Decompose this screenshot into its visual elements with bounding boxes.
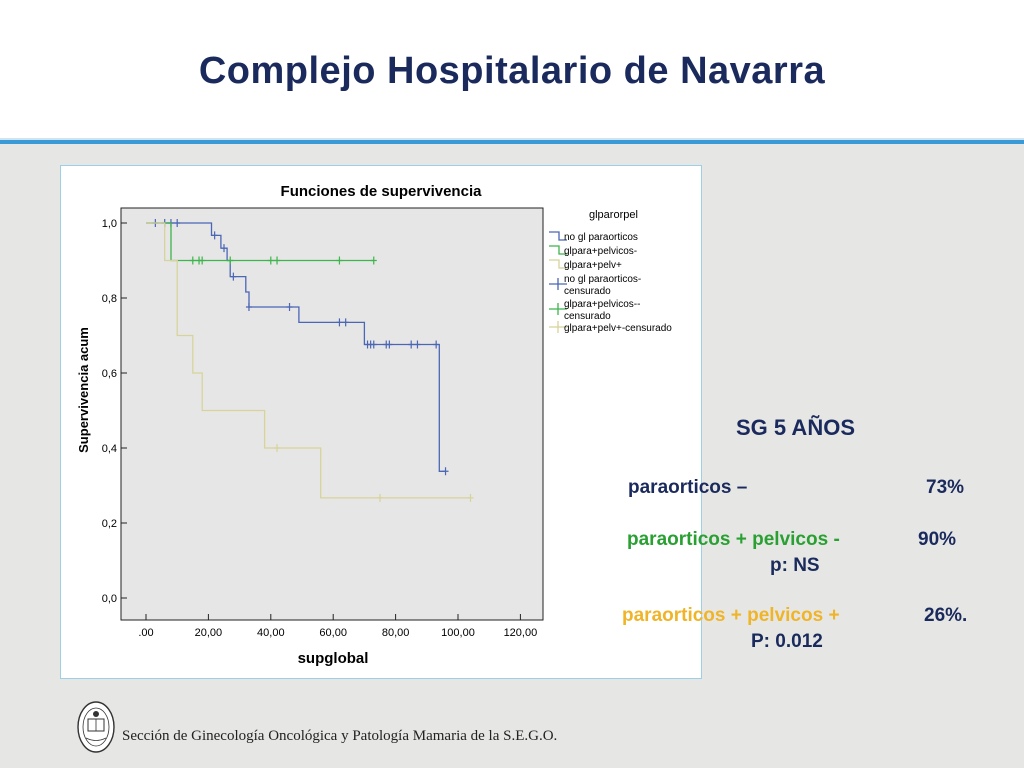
x-tick-label: 120,00 xyxy=(504,627,538,639)
x-tick-label: 20,00 xyxy=(195,627,223,639)
stats-row2-value: 90% xyxy=(918,529,957,550)
legend-swatch-6 xyxy=(549,321,567,333)
chart-xlabel: supglobal xyxy=(298,650,369,667)
censor-mark xyxy=(408,340,415,349)
x-tick-label: .00 xyxy=(138,627,153,639)
censor-mark xyxy=(274,256,281,265)
censor-mark xyxy=(433,340,440,349)
stats-row3-value: 26%. xyxy=(924,605,968,626)
stats-row2-p: p: NS xyxy=(770,555,820,576)
legend-label-6: glpara+pelv+-censurado xyxy=(564,323,672,334)
page-title: Complejo Hospitalario de Navarra xyxy=(198,50,826,92)
legend-label-3: glpara+pelv+ xyxy=(564,260,622,271)
legend-label-1: no gl paraorticos xyxy=(564,232,638,243)
censor-mark xyxy=(174,219,181,227)
title-rule xyxy=(0,140,1024,144)
legend-swatch-2 xyxy=(549,245,567,255)
plot-area xyxy=(120,207,544,621)
censor-mark xyxy=(414,340,421,349)
legend-label-5: glpara+pelvicos-- xyxy=(564,299,640,310)
legend-swatch-1 xyxy=(549,231,567,241)
stats-row2-label: paraorticos + pelvicos - xyxy=(627,529,840,550)
survival-chart: Funciones de supervivencia Supervivencia… xyxy=(76,183,672,667)
censor-mark xyxy=(467,493,474,502)
legend-label-2: glpara+pelvicos- xyxy=(564,246,637,257)
censor-mark xyxy=(336,318,343,327)
censor-mark xyxy=(377,493,383,502)
stats-heading: SG 5 AÑOS xyxy=(736,415,855,440)
censor-mark xyxy=(211,231,218,240)
x-tick-label: 100,00 xyxy=(441,627,475,639)
legend-swatch-3 xyxy=(549,259,567,269)
censor-mark xyxy=(189,256,196,265)
censor-mark xyxy=(342,318,349,327)
censor-mark xyxy=(274,444,281,452)
stats-row3-p: P: 0.012 xyxy=(751,631,823,652)
series-line-1 xyxy=(146,222,446,472)
stats-row1-label: paraorticos – xyxy=(628,477,748,498)
y-tick-label: 0,8 xyxy=(102,293,117,305)
censor-mark xyxy=(386,340,393,349)
censor-mark xyxy=(221,244,227,253)
censor-mark xyxy=(227,256,234,265)
y-tick-label: 1,0 xyxy=(102,218,117,230)
stats-row1-value: 73% xyxy=(926,477,965,498)
legend-title: glparorpel xyxy=(589,209,638,221)
y-tick-label: 0,0 xyxy=(102,593,117,605)
y-tick-label: 0,2 xyxy=(102,518,117,530)
censor-mark xyxy=(370,340,377,349)
series-line-3 xyxy=(146,222,471,499)
x-tick-label: 60,00 xyxy=(319,627,347,639)
censor-mark xyxy=(267,256,274,265)
censor-mark xyxy=(199,256,206,265)
censor-mark xyxy=(230,272,237,281)
legend-swatch-4 xyxy=(549,278,567,290)
censor-mark xyxy=(286,303,293,311)
legend-label-4: no gl paraorticos- xyxy=(564,274,641,285)
y-tick-label: 0,6 xyxy=(102,368,117,380)
header: Complejo Hospitalario de Navarra xyxy=(0,0,1024,138)
censor-mark xyxy=(245,303,252,311)
x-tick-label: 40,00 xyxy=(257,627,285,639)
censor-mark xyxy=(336,256,343,265)
chart-ylabel: Supervivencia acum xyxy=(76,327,91,453)
legend-label-5: censurado xyxy=(564,311,611,322)
censor-mark xyxy=(442,467,449,476)
chart-title: Funciones de supervivencia xyxy=(281,183,483,200)
stats-row3-label: paraorticos + pelvicos + xyxy=(622,605,840,626)
title-rule-light xyxy=(0,138,1024,140)
footer-text: Sección de Ginecología Oncológica y Pato… xyxy=(122,728,558,744)
y-tick-label: 0,4 xyxy=(102,443,117,455)
survival-chart-panel: Funciones de supervivencia Supervivencia… xyxy=(60,165,702,679)
censor-mark xyxy=(370,256,377,265)
x-tick-label: 80,00 xyxy=(382,627,410,639)
footer: Sección de Ginecología Oncológica y Pato… xyxy=(76,700,776,760)
legend-label-4: censurado xyxy=(564,286,611,297)
sego-seal-icon xyxy=(77,701,115,753)
legend-swatch-5 xyxy=(549,303,567,315)
